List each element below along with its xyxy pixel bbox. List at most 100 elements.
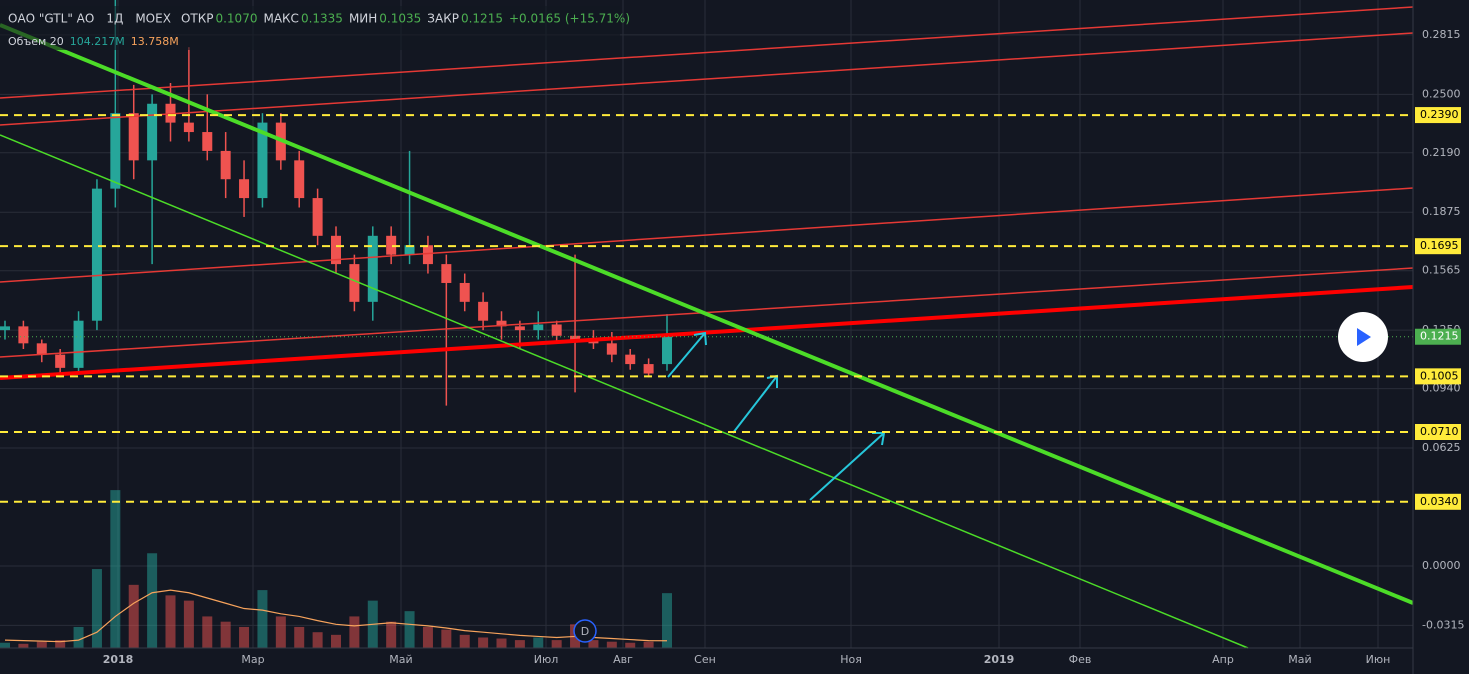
legend-text: Объем 20 [8, 35, 64, 48]
volume-bar [386, 621, 397, 648]
y-tick-label: 0.0000 [1422, 559, 1461, 572]
volume-bar [239, 626, 250, 648]
candle-body [91, 188, 102, 321]
volume-bar [312, 632, 323, 648]
trend-line [0, 6, 1414, 99]
volume-bar [294, 626, 305, 648]
dividend-circle[interactable] [573, 619, 597, 643]
volume-pane [0, 490, 672, 648]
candle-body [331, 235, 341, 265]
volume-bar [73, 626, 84, 648]
candle-body [312, 198, 323, 236]
x-tick-label: 2019 [984, 653, 1015, 666]
legend-text: 1Д [106, 12, 123, 26]
x-tick-label: 2018 [103, 653, 134, 666]
volume-bar [128, 584, 139, 648]
candle-body [367, 235, 378, 302]
dividend-marker[interactable]: D [573, 619, 597, 643]
volume-bar [0, 642, 10, 648]
candle-body [496, 320, 507, 327]
volume-bar [496, 638, 507, 648]
candle-body [0, 326, 10, 331]
volume-bar [514, 640, 525, 648]
candle-body [110, 113, 121, 189]
level-label-bg [1415, 238, 1461, 255]
candle-body [294, 160, 305, 199]
x-tick-label: Май [389, 653, 412, 666]
volume-bar [275, 616, 286, 648]
volume-bar [257, 590, 268, 648]
y-tick-label: 0.2815 [1422, 28, 1461, 41]
volume-bar [36, 641, 47, 648]
levels [0, 114, 1413, 503]
volume-bar [588, 640, 599, 648]
arrow [667, 331, 707, 378]
candle-body [386, 235, 397, 255]
legend-text: 0.1035 [379, 12, 421, 26]
x-tick-label: Май [1288, 653, 1311, 666]
legend-text: 0.1070 [215, 12, 257, 26]
legend-text: 0.1335 [301, 12, 343, 26]
legend-text: МИН [349, 12, 377, 26]
volume-ma-line [4, 589, 668, 643]
legend-text: ОАО "GTL" АО [8, 12, 94, 26]
x-tick-label: Июл [534, 653, 559, 666]
legend-text: ОТКР [181, 12, 214, 26]
level-label-bg [1415, 493, 1461, 510]
volume-bar [55, 640, 66, 648]
candle-body [662, 336, 672, 365]
candle-body [551, 324, 562, 336]
last-price-bg [1415, 328, 1461, 345]
level-label-bg [1415, 107, 1461, 124]
candle-body [625, 354, 636, 365]
play-icon[interactable] [1357, 328, 1371, 346]
y-tick-label: 0.2190 [1422, 146, 1461, 159]
candle-body [349, 264, 360, 302]
candle-body [18, 326, 29, 344]
volume-bar [625, 642, 636, 648]
legend-text: ЗАКР [427, 12, 459, 26]
candle-body [202, 132, 213, 151]
candle-body [404, 245, 415, 255]
candle-body [570, 335, 581, 340]
volume-bar [165, 595, 176, 648]
volume-bar [220, 621, 231, 648]
x-tick-label: Апр [1212, 653, 1234, 666]
x-tick-label: Фев [1069, 653, 1092, 666]
legend-text: 13.758M [131, 35, 179, 48]
volume-bar [110, 490, 121, 648]
x-tick-label: Сен [694, 653, 716, 666]
drawings [0, 6, 1414, 649]
candle-body [606, 343, 617, 355]
volume-bar [606, 641, 617, 648]
volume-bar [183, 600, 194, 648]
candle-body [55, 354, 66, 368]
trend-line [0, 187, 1414, 283]
candle-body [459, 282, 470, 302]
y-tick-label: 0.1565 [1422, 264, 1461, 277]
level-label: 0.2390 [1420, 108, 1459, 121]
volume-bar [18, 643, 29, 648]
y-tick-label: -0.0315 [1422, 618, 1464, 631]
volume-bar [441, 629, 452, 648]
candle-body [73, 320, 84, 368]
candle-body [36, 343, 47, 355]
y-tick-label: 0.2500 [1422, 87, 1461, 100]
volume-bar [533, 637, 544, 648]
volume-bar [478, 637, 489, 648]
candle-body [441, 264, 452, 283]
last-price-label: 0.1215 [1420, 330, 1459, 343]
candle-body [220, 150, 231, 180]
volume-bar [147, 553, 158, 648]
volume-bar [551, 640, 562, 648]
legend-text: 104.217M [70, 35, 125, 48]
x-tick-label: Авг [613, 653, 633, 666]
replay-button[interactable] [1338, 312, 1388, 362]
candle-body [533, 324, 544, 331]
dividend-icon: D [581, 625, 589, 638]
legend: ОАО "GTL" АО 1Д MOEX ОТКР 0.1070 МАКС 0.1335 МИ… [0, 6, 630, 50]
legend-bg [0, 6, 620, 50]
level-label: 0.1695 [1420, 239, 1459, 252]
trend-line [0, 134, 1249, 649]
